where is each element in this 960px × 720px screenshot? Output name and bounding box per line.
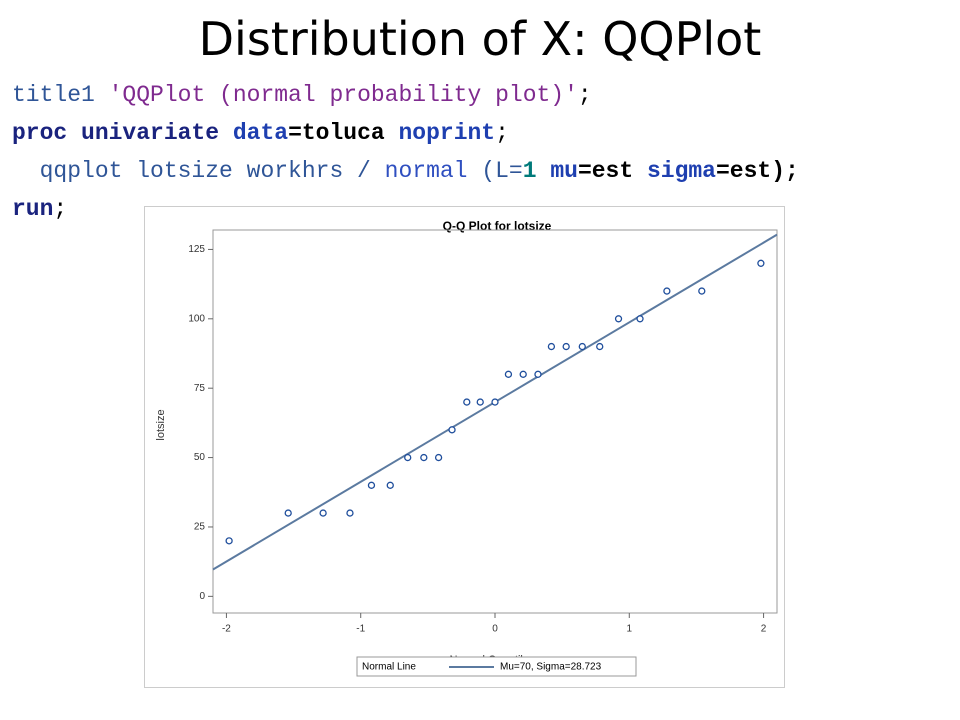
code-token: qqplot lotsize workhrs /	[12, 158, 385, 184]
point	[578, 342, 586, 351]
chart-frame	[144, 206, 785, 688]
point	[562, 342, 570, 351]
point	[367, 481, 376, 489]
point	[547, 342, 556, 351]
code-line: proc univariate data=toluca noprint;	[12, 116, 799, 154]
point	[434, 453, 443, 462]
x-tick-label: 1	[627, 624, 633, 635]
y-axis-label: lotsize	[155, 409, 167, 440]
point	[636, 315, 644, 323]
code-token: data	[219, 120, 289, 146]
code-block: title1 'QQPlot (normal probability plot)…	[12, 78, 799, 230]
code-token: run	[12, 196, 54, 222]
code-token: (L=	[467, 158, 523, 184]
y-tick-label: 125	[188, 244, 205, 255]
code-token: 'QQPlot (normal probability plot)'	[108, 82, 578, 108]
code-token: ;	[495, 120, 509, 146]
code-token: =est	[577, 158, 634, 184]
code-token: proc univariate	[12, 120, 220, 146]
point	[491, 398, 499, 406]
point	[404, 453, 412, 462]
code-token: ;	[577, 82, 592, 108]
legend-title: Normal Line	[362, 662, 416, 673]
point	[284, 509, 292, 517]
code-line: run;	[12, 192, 799, 230]
y-tick-label: 25	[194, 522, 206, 533]
code-line: title1 'QQPlot (normal probability plot)…	[12, 78, 799, 116]
x-tick-label: 2	[761, 624, 767, 635]
point	[698, 287, 706, 295]
point	[757, 259, 765, 267]
point	[476, 398, 484, 406]
y-tick-label: 100	[188, 313, 205, 324]
point	[519, 370, 527, 378]
code-token: normal	[384, 158, 468, 184]
point	[346, 509, 354, 517]
point	[596, 342, 604, 351]
x-tick-label: 0	[492, 624, 498, 635]
y-tick-label: 75	[194, 383, 206, 394]
y-tick-label: 0	[199, 591, 205, 602]
point	[663, 287, 671, 295]
code-token: =toluca	[288, 120, 385, 146]
point	[448, 426, 456, 434]
point	[504, 370, 513, 378]
point	[463, 398, 471, 406]
code-token: noprint	[384, 120, 496, 146]
point	[614, 315, 623, 323]
x-tick-label: -1	[356, 624, 365, 635]
chart-title: Q-Q Plot for lotsize	[443, 219, 552, 233]
code-token: 1	[522, 158, 537, 184]
legend-label: Mu=70, Sigma=28.723	[500, 662, 602, 673]
code-token: mu	[536, 158, 578, 184]
code-token: =est);	[716, 158, 799, 184]
point	[225, 537, 233, 545]
point	[319, 509, 327, 517]
code-token: title1	[12, 82, 109, 108]
legend-box	[356, 656, 637, 677]
point	[420, 453, 428, 462]
code-token: sigma	[633, 158, 716, 184]
slide-title: Distribution of X: QQPlot	[198, 12, 762, 66]
code-line: qqplot lotsize workhrs / normal (L=1 mu=…	[12, 154, 799, 192]
point	[534, 370, 542, 378]
chart: Q-Q Plot for lotsize Normal Quantiles lo…	[144, 206, 785, 688]
x-tick-label: -2	[222, 624, 231, 635]
code-token: ;	[53, 196, 68, 222]
point	[386, 481, 394, 489]
y-tick-label: 50	[194, 452, 206, 463]
